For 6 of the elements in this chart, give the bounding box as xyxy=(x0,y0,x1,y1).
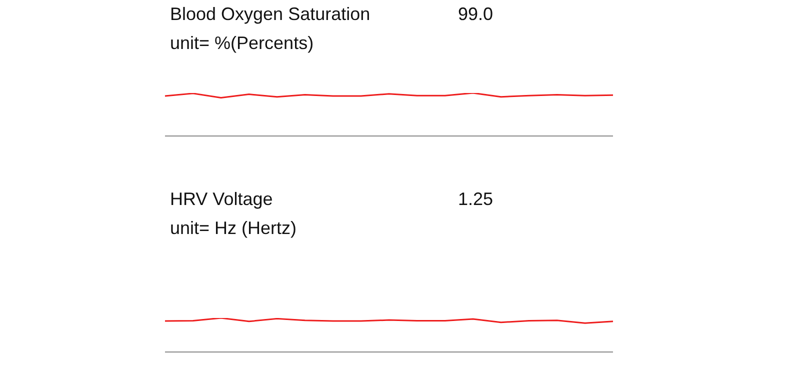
chart-subtitle: unit= Hz (Hertz) xyxy=(170,218,297,239)
text: 1.25 xyxy=(458,189,494,210)
text: 99.0 xyxy=(458,4,494,25)
chart-subtitle: unit= %(Percents) xyxy=(170,33,314,54)
chart-title: Blood Oxygen Saturation xyxy=(170,4,370,25)
chart-title: HRV Voltage xyxy=(170,189,273,210)
